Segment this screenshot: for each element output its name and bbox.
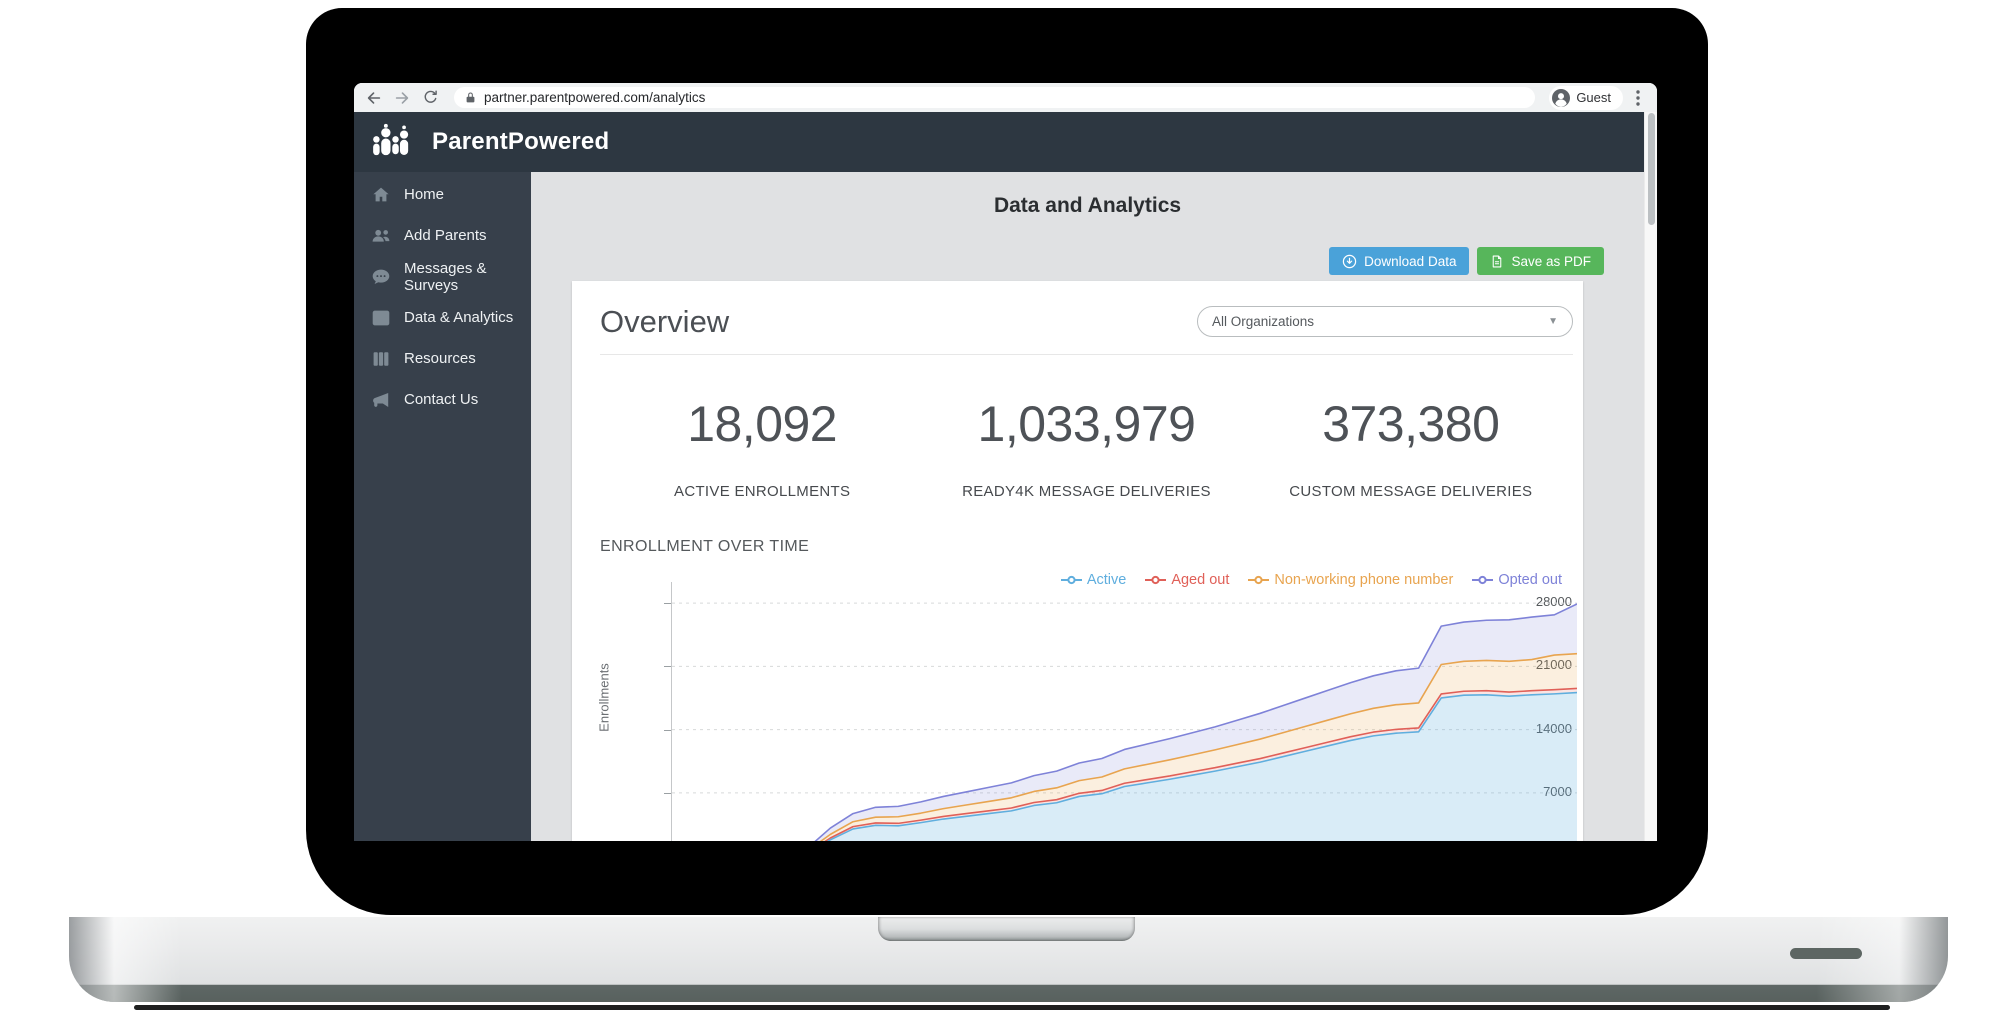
- sidebar-item-contact-us[interactable]: Contact Us: [354, 379, 531, 420]
- stat-active-enrollments: 18,092 ACTIVE ENROLLMENTS: [600, 395, 924, 500]
- sidebar-item-home[interactable]: Home: [354, 174, 531, 215]
- y-tick-label: 14000: [1510, 721, 1572, 736]
- stat-custom-message-deliveries: 373,380 CUSTOM MESSAGE DELIVERIES: [1249, 395, 1573, 500]
- legend-marker-icon: [1472, 575, 1494, 585]
- home-icon: [373, 187, 389, 201]
- chart-legend: Active Aged out Non-working phone number Op…: [600, 572, 1562, 588]
- back-icon[interactable]: [362, 86, 386, 110]
- series-line-non-working-phone-number: [819, 652, 1577, 841]
- table-edge-shadow: [134, 1005, 1890, 1010]
- sidebar: Home Add Parents Messages & Surveys Data…: [354, 172, 531, 841]
- stat-value: 373,380: [1322, 396, 1500, 452]
- series-line-active: [826, 691, 1577, 841]
- save-as-pdf-button[interactable]: Save as PDF: [1477, 247, 1604, 275]
- series-band-non-working-phone-number: [821, 653, 1577, 841]
- stats-row: 18,092 ACTIVE ENROLLMENTS 1,033,979 READ…: [600, 395, 1573, 500]
- url-text: partner.parentpowered.com/analytics: [484, 90, 706, 105]
- legend-item-aged-out[interactable]: Aged out: [1145, 572, 1229, 588]
- organization-filter-value: All Organizations: [1212, 314, 1315, 329]
- stat-label: CUSTOM MESSAGE DELIVERIES: [1289, 483, 1533, 500]
- series-band-opted-out: [815, 603, 1577, 841]
- y-tick-mark: [664, 729, 672, 731]
- browser-menu-icon[interactable]: [1627, 86, 1649, 110]
- legend-item-non-working-phone-number[interactable]: Non-working phone number: [1248, 572, 1453, 588]
- forward-icon[interactable]: [390, 86, 414, 110]
- legend-item-opted-out[interactable]: Opted out: [1472, 572, 1562, 588]
- stat-value: 18,092: [687, 396, 838, 452]
- download-data-label: Download Data: [1364, 253, 1457, 269]
- sidebar-item-resources[interactable]: Resources: [354, 338, 531, 379]
- y-tick-mark: [664, 603, 672, 605]
- columns-icon: [373, 351, 389, 366]
- card-divider: [600, 354, 1573, 355]
- sidebar-item-label: Resources: [404, 350, 476, 367]
- enrollment-over-time-title: ENROLLMENT OVER TIME: [600, 538, 810, 555]
- browser-window: partner.parentpowered.com/analytics Gues…: [354, 83, 1657, 841]
- megaphone-icon: [373, 392, 389, 407]
- users-icon: [372, 229, 390, 242]
- legend-item-active[interactable]: Active: [1060, 572, 1127, 588]
- organization-filter-dropdown[interactable]: All Organizations ▼: [1197, 306, 1573, 337]
- enrollment-chart-svg: [672, 602, 1577, 841]
- lock-icon: [464, 91, 477, 104]
- series-band-active: [828, 692, 1577, 841]
- chart-line-icon: [372, 310, 390, 325]
- laptop-hinge-notch: [878, 917, 1135, 941]
- download-data-button[interactable]: Download Data: [1329, 247, 1470, 275]
- brand-name: ParentPowered: [432, 128, 610, 155]
- y-tick-label: 21000: [1510, 657, 1572, 672]
- sidebar-item-messages-surveys[interactable]: Messages & Surveys: [354, 256, 531, 297]
- overview-card: Overview All Organizations ▼ 18,092 ACTI…: [572, 281, 1583, 841]
- save-as-pdf-label: Save as PDF: [1511, 253, 1591, 269]
- browser-chrome-bar: partner.parentpowered.com/analytics Gues…: [354, 83, 1657, 112]
- series-line-aged-out: [824, 687, 1577, 841]
- app-header: ParentPowered: [354, 112, 1644, 172]
- y-tick-mark: [664, 666, 672, 668]
- page-actions: Download Data Save as PDF: [531, 247, 1604, 275]
- legend-marker-icon: [1248, 575, 1270, 585]
- browser-profile-button[interactable]: Guest: [1549, 85, 1623, 110]
- comment-icon: [372, 269, 390, 284]
- stat-label: ACTIVE ENROLLMENTS: [674, 483, 851, 500]
- legend-marker-icon: [1145, 575, 1167, 585]
- scrollbar-thumb[interactable]: [1648, 113, 1655, 225]
- sidebar-item-label: Add Parents: [404, 227, 487, 244]
- download-icon: [1342, 254, 1357, 269]
- legend-marker-icon: [1060, 575, 1082, 585]
- sidebar-item-label: Messages & Surveys: [404, 259, 487, 294]
- stat-label: READY4K MESSAGE DELIVERIES: [962, 483, 1211, 500]
- chevron-down-icon: ▼: [1548, 316, 1558, 327]
- y-tick-label: 28000: [1535, 594, 1572, 610]
- enrollment-chart: Enrollments 7000 14000 21000 28000: [596, 582, 1577, 841]
- sidebar-item-label: Home: [404, 186, 445, 203]
- y-tick-mark: [664, 792, 672, 794]
- stat-value: 1,033,979: [977, 396, 1196, 452]
- legend-label: Aged out: [1171, 572, 1230, 588]
- reload-icon[interactable]: [418, 86, 442, 110]
- series-line-opted-out: [814, 603, 1577, 841]
- stat-ready4k-message-deliveries: 1,033,979 READY4K MESSAGE DELIVERIES: [924, 395, 1248, 500]
- y-axis-line: [671, 582, 672, 841]
- main-content: Data and Analytics Download Data: [531, 172, 1644, 841]
- profile-name: Guest: [1576, 90, 1611, 105]
- pdf-file-icon: [1490, 254, 1504, 269]
- sidebar-item-add-parents[interactable]: Add Parents: [354, 215, 531, 256]
- overview-title: Overview: [600, 304, 730, 339]
- legend-label: Active: [1086, 572, 1127, 588]
- legend-label: Non-working phone number: [1274, 572, 1454, 588]
- page-title: Data and Analytics: [993, 194, 1182, 217]
- y-axis-label: Enrollments: [596, 663, 612, 732]
- sidebar-item-data-analytics[interactable]: Data & Analytics: [354, 297, 531, 338]
- sidebar-item-label: Contact Us: [404, 391, 479, 408]
- address-bar[interactable]: partner.parentpowered.com/analytics: [454, 87, 1536, 108]
- legend-label: Opted out: [1498, 572, 1562, 588]
- y-tick-label: 7000: [1510, 784, 1572, 799]
- browser-scrollbar[interactable]: [1644, 112, 1657, 841]
- sidebar-item-label: Data & Analytics: [404, 309, 514, 326]
- laptop-side-notch: [1790, 948, 1862, 959]
- avatar-icon: [1552, 88, 1571, 107]
- parentpowered-logo-icon: [371, 123, 423, 161]
